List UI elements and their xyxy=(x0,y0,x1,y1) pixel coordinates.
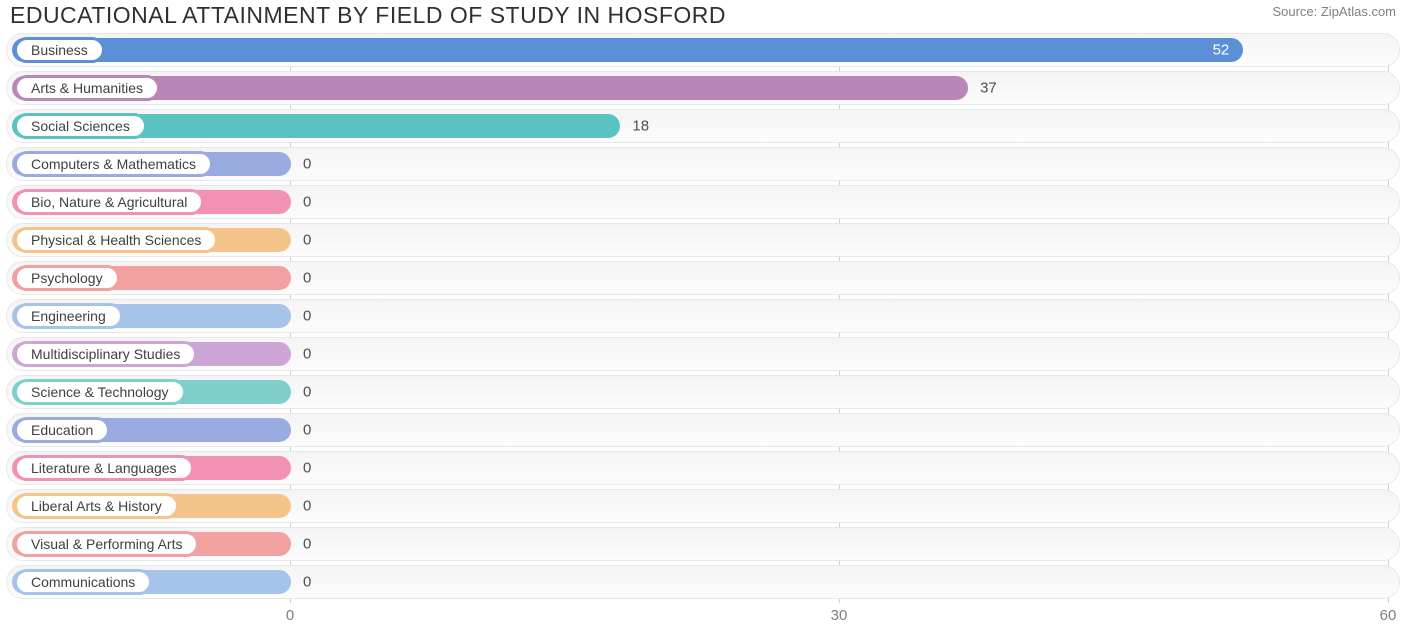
value-label: 0 xyxy=(303,232,311,249)
value-label: 0 xyxy=(303,422,311,439)
value-label: 37 xyxy=(980,80,997,97)
x-axis: 0 30 60 xyxy=(6,603,1400,633)
value-label: 52 xyxy=(1213,42,1230,59)
axis-tick: 30 xyxy=(831,607,848,624)
chart-title: EDUCATIONAL ATTAINMENT BY FIELD OF STUDY… xyxy=(10,2,726,29)
bar-row: Education 0 xyxy=(6,413,1400,447)
chart-area: Business 52 Arts & Humanities 37 Social Scie… xyxy=(6,33,1400,599)
value-label: 0 xyxy=(303,156,311,173)
bar-row: Literature & Languages 0 xyxy=(6,451,1400,485)
bar-row: Social Sciences 18 xyxy=(6,109,1400,143)
bar-row: Communications 0 xyxy=(6,565,1400,599)
axis-tick: 60 xyxy=(1380,607,1397,624)
bar-row: Bio, Nature & Agricultural 0 xyxy=(6,185,1400,219)
bar-row: Engineering 0 xyxy=(6,299,1400,333)
category-label: Physical & Health Sciences xyxy=(14,227,218,253)
category-label: Multidisciplinary Studies xyxy=(14,341,197,367)
source-label: Source: ZipAtlas.com xyxy=(1272,4,1396,19)
bar-row: Liberal Arts & History 0 xyxy=(6,489,1400,523)
category-label: Literature & Languages xyxy=(14,455,194,481)
category-label: Bio, Nature & Agricultural xyxy=(14,189,204,215)
value-label: 0 xyxy=(303,270,311,287)
category-label: Engineering xyxy=(14,303,123,329)
header: EDUCATIONAL ATTAINMENT BY FIELD OF STUDY… xyxy=(0,0,1406,29)
bar-row: Science & Technology 0 xyxy=(6,375,1400,409)
category-label: Psychology xyxy=(14,265,120,291)
value-label: 0 xyxy=(303,384,311,401)
category-label: Visual & Performing Arts xyxy=(14,531,199,557)
value-label: 0 xyxy=(303,308,311,325)
value-label: 0 xyxy=(303,346,311,363)
axis-tick: 0 xyxy=(286,607,294,624)
category-label: Liberal Arts & History xyxy=(14,493,179,519)
value-label: 0 xyxy=(303,536,311,553)
bar-row: Multidisciplinary Studies 0 xyxy=(6,337,1400,371)
bar-row: Psychology 0 xyxy=(6,261,1400,295)
value-label: 0 xyxy=(303,460,311,477)
category-label: Social Sciences xyxy=(14,113,147,139)
category-label: Science & Technology xyxy=(14,379,186,405)
bar-row: Computers & Mathematics 0 xyxy=(6,147,1400,181)
category-label: Business xyxy=(14,37,105,63)
category-label: Arts & Humanities xyxy=(14,75,160,101)
category-label: Computers & Mathematics xyxy=(14,151,213,177)
value-label: 18 xyxy=(632,118,649,135)
category-label: Communications xyxy=(14,569,152,595)
value-label: 0 xyxy=(303,574,311,591)
bar-row: Business 52 xyxy=(6,33,1400,67)
value-label: 0 xyxy=(303,498,311,515)
value-label: 0 xyxy=(303,194,311,211)
bar-fill xyxy=(12,38,1243,62)
bar-row: Visual & Performing Arts 0 xyxy=(6,527,1400,561)
category-label: Education xyxy=(14,417,110,443)
bar-row: Physical & Health Sciences 0 xyxy=(6,223,1400,257)
bar-row: Arts & Humanities 37 xyxy=(6,71,1400,105)
